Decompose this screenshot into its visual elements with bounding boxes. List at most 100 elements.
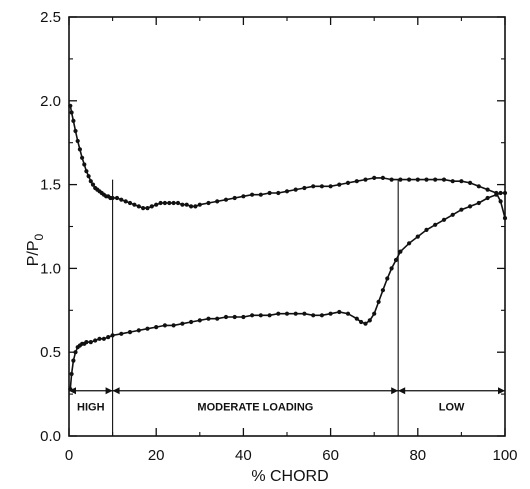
series-2-point [154, 325, 159, 330]
series-1-point [206, 200, 211, 206]
region-arrowhead-left [112, 387, 120, 395]
series-2-point [223, 314, 229, 320]
series-2-point [345, 311, 351, 316]
series-2-point [441, 217, 447, 222]
series-1-point [354, 179, 359, 184]
series-1-line [69, 105, 506, 219]
series-1-point [123, 199, 128, 204]
series-1-point [162, 200, 167, 206]
series-1-point [193, 204, 198, 209]
series-1-point [180, 202, 185, 207]
series-1-point [407, 177, 412, 182]
series-2-point [162, 323, 167, 328]
series-2-point [232, 314, 237, 320]
region-label: HIGH [77, 402, 105, 414]
series-1-point [232, 195, 237, 201]
series-1-point [175, 200, 181, 206]
series-1-point [441, 177, 447, 182]
series-1-point [363, 177, 368, 182]
x-tick-label: 40 [235, 447, 252, 464]
series-2-point [498, 190, 503, 196]
series-1-point [415, 177, 420, 182]
y-tick-label: 0.0 [40, 428, 61, 445]
series-1-point [75, 138, 80, 144]
series-2-point [180, 321, 185, 326]
x-tick-label: 0 [65, 447, 73, 464]
series-2-point [106, 335, 111, 340]
series-2-point [476, 200, 481, 206]
series-2-point [354, 316, 359, 321]
series-1-point [189, 204, 194, 209]
series-2-point [372, 311, 377, 316]
series-2-point [215, 316, 220, 321]
series-2-point [337, 309, 342, 315]
series-1-point [319, 184, 324, 189]
y-tick-label: 1.0 [40, 260, 61, 277]
series-1-point [197, 202, 202, 207]
region-arrowhead-right [498, 387, 505, 395]
series-1-point [502, 216, 508, 221]
series-1-point [258, 192, 263, 197]
region-arrowhead-right [391, 387, 399, 395]
annotations: HIGH MODERATE LOADING LOW [69, 179, 505, 436]
region-label: MODERATE LOADING [197, 402, 313, 414]
series-1-point [84, 169, 89, 174]
series-2-point [302, 311, 307, 316]
y-tick-label: 1.5 [40, 177, 61, 194]
region-label: LOW [439, 402, 465, 414]
series-2-point [359, 319, 364, 325]
x-tick-label: 20 [148, 447, 165, 464]
x-tick-label: 80 [409, 447, 426, 464]
series-1-point [88, 179, 93, 184]
series-1-point [267, 190, 272, 196]
series-1-point [69, 110, 74, 115]
series-1-point [241, 194, 246, 199]
series-2-point [119, 331, 124, 336]
series-2-point [284, 311, 290, 316]
series-2-point [424, 227, 429, 232]
x-tick-label: 100 [492, 447, 517, 464]
series-1-point [433, 177, 438, 182]
series-1-point [136, 204, 141, 209]
series-2-point [468, 204, 473, 209]
series-1-point [90, 182, 96, 187]
series-1-point [328, 184, 333, 189]
series-2-point [380, 288, 385, 293]
series-1-point [398, 177, 403, 182]
series-2-point [127, 330, 133, 335]
series-1-point [450, 179, 455, 184]
series-2-point [93, 338, 98, 343]
series-1-point [345, 180, 351, 185]
series-1-point [337, 182, 342, 187]
series-2-point [485, 195, 490, 201]
plot-frame [68, 16, 506, 437]
series-1-point [167, 200, 172, 206]
series-1-point [77, 147, 82, 152]
series-2-point [197, 318, 202, 323]
series-1-point [485, 187, 490, 192]
region-arrowhead-left [398, 387, 406, 395]
series-2-point [389, 266, 394, 271]
series-2-point [385, 276, 390, 281]
series-1-point [372, 175, 377, 180]
series-2-point [145, 326, 150, 331]
series-1-point [158, 200, 163, 206]
series-1-point [86, 174, 91, 179]
series-1-point [276, 190, 281, 196]
y-tick-label: 0.5 [40, 344, 61, 361]
series-2-point [415, 234, 420, 239]
series-1-point [215, 199, 220, 204]
series-2-point [250, 313, 255, 318]
series-1-point [141, 206, 146, 211]
series-2-point [136, 328, 141, 333]
series-1-point [82, 162, 87, 167]
series-2-point [319, 313, 324, 318]
y-axis-title-subscript: 0 [32, 233, 46, 240]
series-2-point [276, 311, 281, 316]
series-1-point [389, 177, 394, 182]
series-2-point [367, 318, 372, 323]
series-2-point [393, 257, 399, 263]
series-1-point [171, 200, 176, 206]
series-1-point [114, 195, 120, 201]
